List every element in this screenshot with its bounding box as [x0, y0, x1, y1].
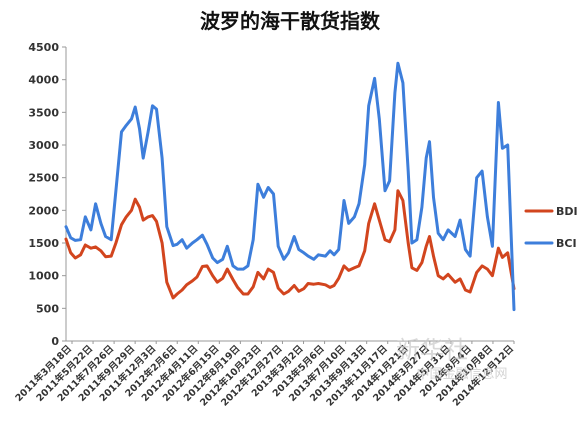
- chart-legend: BDI BCI: [524, 205, 578, 250]
- series-lines: [64, 61, 516, 312]
- watermark-site: 中国金融信息网: [416, 366, 507, 382]
- watermark-logo: 新华社: [396, 336, 468, 364]
- y-tick-label: 1500: [28, 237, 59, 250]
- xinhua-watermark: 新华社 中国金融信息网: [396, 336, 508, 382]
- y-tick-label: 3000: [28, 139, 59, 152]
- y-tick-label: 500: [36, 302, 59, 315]
- y-tick-label: 4500: [28, 41, 59, 54]
- legend-label-bdi: BDI: [556, 205, 578, 218]
- chart-axes: [65, 47, 514, 342]
- series-line-bci: [64, 61, 516, 312]
- legend-label-bci: BCI: [556, 237, 577, 250]
- y-tick-label: 4000: [28, 74, 59, 87]
- series-line-bdi: [64, 189, 516, 300]
- y-axis-ticks: 0 500 1000 1500 2000 2500 3000 3500 4000 4500: [28, 41, 66, 348]
- chart-title: 波罗的海干散货指数: [200, 9, 381, 33]
- x-axis-ticks: 2011年3月18日2011年5月22日2011年7月26日2011年9月29日…: [13, 341, 516, 409]
- y-tick-label: 2000: [28, 204, 59, 217]
- y-tick-label: 2500: [28, 172, 59, 185]
- y-tick-label: 3500: [28, 106, 59, 119]
- y-tick-label: 0: [51, 335, 59, 348]
- y-tick-label: 1000: [28, 270, 59, 283]
